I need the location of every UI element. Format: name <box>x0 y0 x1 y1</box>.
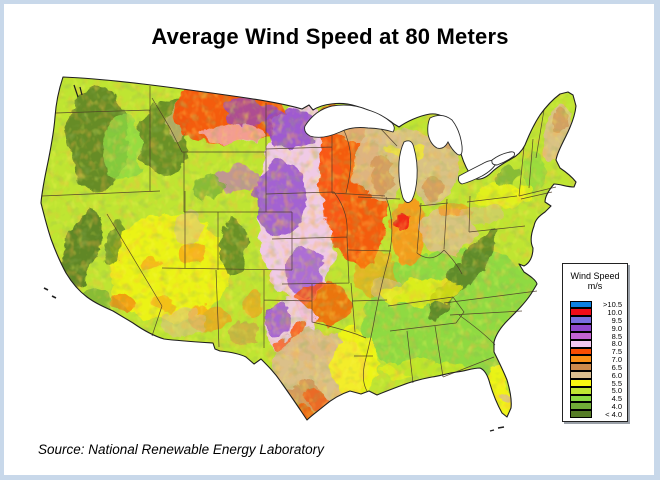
legend-entry: 4.0 <box>570 402 622 412</box>
legend-swatch <box>570 331 592 340</box>
legend-swatch <box>570 339 592 348</box>
legend-title-line1: Wind Speed <box>570 271 620 281</box>
legend-swatch <box>570 402 592 411</box>
legend-entries: >10.5 10.0 9.5 9.0 8.5 8.0 7.5 7.0 6.5 6.0 5.5 5.0 4… <box>570 300 622 419</box>
legend-label: 7.5 <box>611 347 622 357</box>
state-borders <box>41 86 557 392</box>
legend-entry: 9.0 <box>570 323 622 333</box>
legend-label: 9.0 <box>611 323 622 333</box>
legend-entry: 6.5 <box>570 362 622 372</box>
legend-label: 5.0 <box>611 386 622 396</box>
legend-entry: 7.5 <box>570 347 622 357</box>
legend-swatch <box>570 308 592 317</box>
legend-swatch <box>570 386 592 395</box>
wind-speed-raster <box>41 77 576 420</box>
legend-swatch <box>570 300 592 309</box>
lake-superior <box>304 104 395 138</box>
legend-entry: 6.0 <box>570 370 622 380</box>
legend-entry: 5.0 <box>570 386 622 396</box>
legend-entry: 8.0 <box>570 339 622 349</box>
legend-swatch <box>570 324 592 332</box>
legend-entry: < 4.0 <box>570 409 622 419</box>
legend-label: 4.5 <box>611 394 622 404</box>
legend-swatch <box>570 347 592 356</box>
legend-label: 6.0 <box>611 370 622 380</box>
lake-huron <box>427 115 463 156</box>
legend-entry: 9.5 <box>570 315 622 325</box>
legend-swatch <box>570 371 592 379</box>
legend-label: 8.0 <box>611 339 622 349</box>
legend-swatch <box>570 378 592 387</box>
legend-swatch <box>570 410 592 419</box>
legend-entry: 8.5 <box>570 331 622 341</box>
coastal-details <box>43 84 505 432</box>
legend-entry: 7.0 <box>570 355 622 365</box>
legend-label: 8.5 <box>611 331 622 341</box>
us-outline <box>40 76 577 421</box>
legend-label: 10.0 <box>607 308 622 318</box>
legend-label: 7.0 <box>611 355 622 365</box>
lake-erie <box>457 159 498 185</box>
legend-swatch <box>570 363 592 372</box>
legend-swatch <box>570 355 592 364</box>
legend-title: Wind Speed m/s <box>563 271 627 291</box>
legend-label: < 4.0 <box>605 409 622 419</box>
legend-entry: 4.5 <box>570 394 622 404</box>
legend-swatch <box>570 394 592 403</box>
legend-swatch <box>570 316 592 325</box>
legend-entry: 10.0 <box>570 308 622 318</box>
legend-entry: >10.5 <box>570 300 622 310</box>
page-title: Average Wind Speed at 80 Meters <box>151 24 509 49</box>
source-note: Source: National Renewable Energy Labora… <box>38 442 324 457</box>
lake-ontario <box>491 151 515 166</box>
legend-entry: 5.5 <box>570 378 622 388</box>
legend-title-line2: m/s <box>587 281 603 291</box>
legend-label: 5.5 <box>611 378 622 388</box>
legend-label: 4.0 <box>611 402 622 412</box>
legend-label: >10.5 <box>603 300 622 310</box>
lake-michigan <box>398 140 418 203</box>
legend-label: 9.5 <box>611 315 622 325</box>
legend: Wind Speed m/s >10.5 10.0 9.5 9.0 8.5 8.0 7.5 7… <box>562 263 628 422</box>
great-lakes <box>304 104 515 203</box>
legend-label: 6.5 <box>611 362 622 372</box>
